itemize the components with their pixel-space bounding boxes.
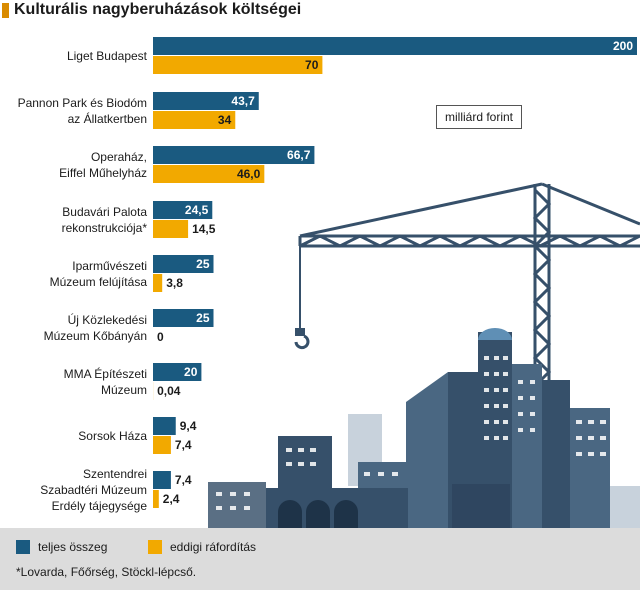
title-bar: Kulturális nagyberuházások költségei <box>0 0 640 22</box>
crane-hook-block <box>295 328 305 336</box>
category-label: Pannon Park és Biodóm <box>18 96 147 110</box>
unit-label: milliárd forint <box>436 105 522 129</box>
category-label: MMA Építészeti <box>64 366 147 381</box>
category-group: Budavári Palota rekonstrukciója* 24,5 14,5 <box>62 201 216 238</box>
bar-spent <box>153 165 265 183</box>
data-label-total: 200 <box>613 39 633 53</box>
legend-label-total: teljes összeg <box>38 540 108 554</box>
data-label-spent: 34 <box>218 113 232 127</box>
category-label: Operaház, <box>91 150 147 164</box>
footnote: *Lovarda, Főőrség, Stöckl-lépcső. <box>16 565 197 579</box>
data-label-total: 43,7 <box>231 94 255 108</box>
bar-spent <box>153 490 159 508</box>
data-label-total: 25 <box>196 257 210 271</box>
legend-footer <box>0 528 640 590</box>
bar-total <box>153 309 214 327</box>
data-label-total: 25 <box>196 311 210 325</box>
category-label: Sorsok Háza <box>78 429 147 443</box>
data-label-total: 24,5 <box>185 203 209 217</box>
chart-title: Kulturális nagyberuházások költségei <box>14 1 302 18</box>
data-label-spent: 0 <box>157 330 164 344</box>
category-group: MMA Építészeti Múzeum 200,04 <box>64 363 202 400</box>
bar-total <box>153 417 176 435</box>
data-label-spent: 0,04 <box>157 384 181 398</box>
bar-total <box>153 363 202 381</box>
legend-swatch-total <box>16 540 30 554</box>
data-label-spent: 70 <box>305 58 319 72</box>
data-label-spent: 7,4 <box>175 438 192 452</box>
data-label-spent: 2,4 <box>163 492 180 506</box>
crane <box>294 182 640 530</box>
data-label-spent: 46,0 <box>237 167 261 181</box>
category-group: Liget Budapest 200 70 <box>67 37 637 74</box>
category-group: Iparművészeti Múzeum felújítása 25 3,8 <box>50 255 214 292</box>
skyline <box>208 328 610 528</box>
category-label: Eiffel Műhelyház <box>59 166 147 180</box>
category-group: Sorsok Háza 9,4 7,4 <box>78 417 197 454</box>
category-label: Liget Budapest <box>67 49 148 63</box>
category-group: Új Közlekedési Múzeum Kőbányán 25 0 <box>44 309 214 344</box>
bar-spent <box>153 220 189 238</box>
data-label-spent: 3,8 <box>166 276 183 290</box>
bar-spent <box>153 274 163 292</box>
bar-total <box>153 146 315 164</box>
category-label: Budavári Palota <box>62 205 147 219</box>
category-group: Operaház, Eiffel Műhelyház 66,7 46,0 <box>59 146 315 183</box>
category-label: Szabadtéri Múzeum <box>40 483 147 497</box>
bar-spent <box>153 111 236 129</box>
bar-total <box>153 92 259 110</box>
category-label: Múzeum <box>101 383 147 397</box>
bar-total <box>153 471 171 489</box>
category-label: Szentendrei <box>83 467 147 481</box>
category-group: Szentendrei Szabadtéri Múzeum Erdély tájeg… <box>40 467 192 513</box>
legend-label-spent: eddigi ráfordítás <box>170 540 257 554</box>
legend-swatch-spent <box>148 540 162 554</box>
category-label: Erdély tájegysége <box>52 499 148 513</box>
title-accent <box>2 3 9 18</box>
category-label: Új Közlekedési <box>68 312 147 327</box>
data-label-total: 7,4 <box>175 473 192 487</box>
data-label-total: 20 <box>184 365 198 379</box>
bar-spent <box>153 56 323 74</box>
bar-total <box>153 201 213 219</box>
bar-total <box>153 255 214 273</box>
data-label-total: 66,7 <box>287 148 311 162</box>
category-label: rekonstrukciója* <box>62 221 148 235</box>
category-label: Iparművészeti <box>72 259 147 273</box>
data-label-spent: 14,5 <box>192 222 216 236</box>
category-label: az Állatkertben <box>68 111 147 126</box>
category-label: Múzeum felújítása <box>50 275 148 289</box>
category-label: Múzeum Kőbányán <box>44 329 147 343</box>
bar-spent <box>153 436 171 454</box>
data-label-total: 9,4 <box>180 419 197 433</box>
bar-total <box>153 37 637 55</box>
